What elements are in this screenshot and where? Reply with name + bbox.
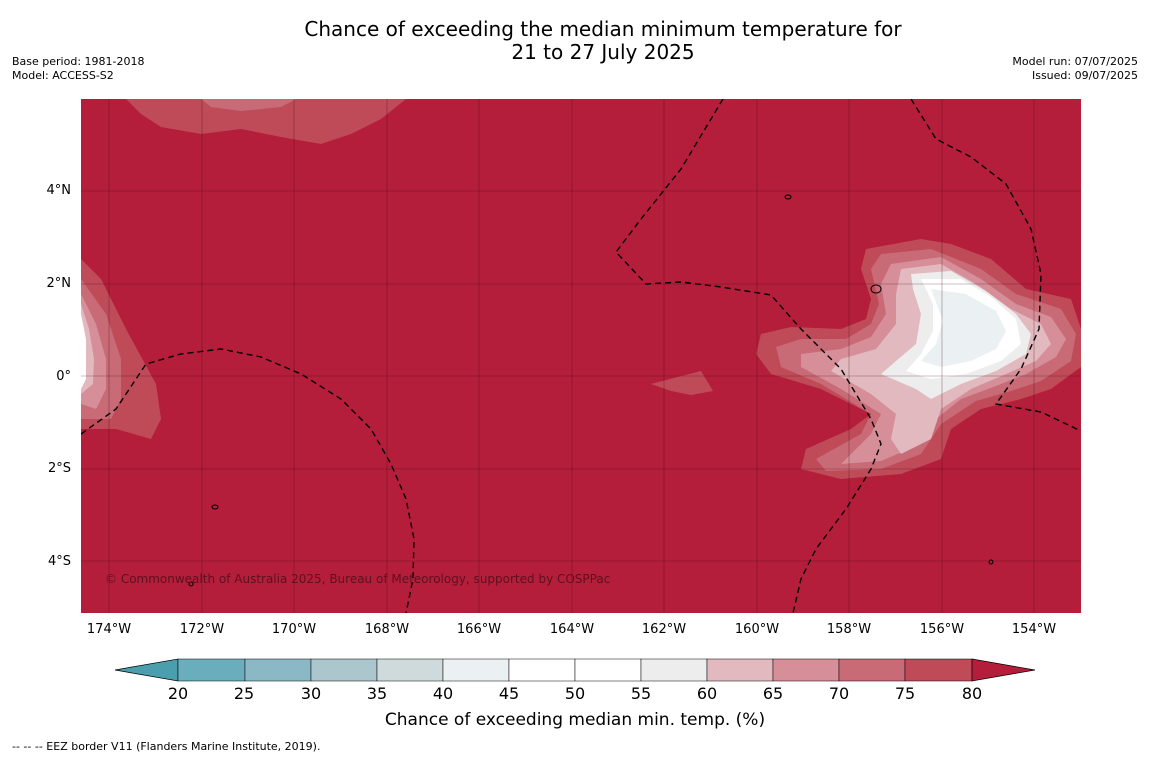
colorbar-segment — [376, 658, 444, 682]
graticule — [81, 99, 1081, 613]
island — [211, 504, 219, 510]
colorbar-segment — [838, 658, 906, 682]
lon-label: 156°W — [919, 622, 965, 637]
eez-center — [615, 99, 882, 613]
colorbar-tick: 55 — [630, 684, 652, 703]
eez-left — [81, 348, 415, 613]
colorbar-segment — [177, 658, 246, 682]
colorbar-tick: 45 — [498, 684, 520, 703]
lat-label: 2°S — [47, 461, 71, 476]
colorbar-segments — [177, 658, 973, 682]
lat-label: 4°N — [46, 183, 72, 198]
issued-date: Issued: 09/07/2025 — [1031, 69, 1138, 82]
colorbar-tick: 75 — [894, 684, 916, 703]
contour-top-patch — [126, 99, 406, 144]
island — [784, 194, 792, 200]
map-canvas — [81, 99, 1081, 613]
copyright-credit: © Commonwealth of Australia 2025, Bureau… — [105, 572, 611, 586]
colorbar-tick: 25 — [233, 684, 255, 703]
eez-right — [910, 99, 1081, 432]
colorbar-tick: 60 — [696, 684, 718, 703]
island — [188, 581, 194, 587]
colorbar-segment — [640, 658, 708, 682]
colorbar-high-triangle — [971, 658, 1036, 682]
contour-top-inner — [201, 99, 296, 111]
eez-borders — [81, 99, 1081, 613]
colorbar-segment — [442, 658, 510, 682]
lon-label: 168°W — [364, 622, 410, 637]
colorbar-tick: 80 — [961, 684, 983, 703]
map-title: Chance of exceeding the median minimum t… — [0, 18, 1150, 64]
colorbar-segment — [244, 658, 312, 682]
contour-small-patch — [651, 371, 713, 395]
colorbar-segment — [772, 658, 840, 682]
lon-label: 164°W — [549, 622, 595, 637]
colorbar-tick: 50 — [564, 684, 586, 703]
island — [870, 284, 882, 294]
colorbar-tick: 30 — [300, 684, 322, 703]
meta-right: Model run: 07/07/2025 Issued: 09/07/2025 — [1012, 55, 1138, 83]
lon-label: 170°W — [271, 622, 317, 637]
title-line-2: 21 to 27 July 2025 — [511, 40, 695, 64]
lon-label: 172°W — [179, 622, 225, 637]
model-run: Model run: 07/07/2025 — [1012, 55, 1138, 68]
lon-label: 154°W — [1011, 622, 1057, 637]
colorbar-segment — [904, 658, 973, 682]
colorbar-tick: 20 — [167, 684, 189, 703]
colorbar — [114, 658, 1036, 682]
lat-label: 2°N — [46, 276, 72, 291]
contour-left-50 — [81, 314, 86, 389]
island — [988, 559, 994, 565]
colorbar-segment — [508, 658, 576, 682]
lon-label: 158°W — [826, 622, 872, 637]
lon-label: 160°W — [734, 622, 780, 637]
title-line-1: Chance of exceeding the median minimum t… — [304, 17, 902, 41]
lat-label: 4°S — [47, 554, 71, 569]
lon-label: 166°W — [456, 622, 502, 637]
colorbar-tick: 35 — [366, 684, 388, 703]
colorbar-tick: 40 — [432, 684, 454, 703]
colorbar-segment — [310, 658, 378, 682]
base-period: Base period: 1981-2018 — [12, 55, 145, 68]
colorbar-tick: 70 — [828, 684, 850, 703]
lon-label: 174°W — [86, 622, 132, 637]
eez-note: -- -- -- EEZ border V11 (Flanders Marine… — [12, 740, 321, 753]
meta-left: Base period: 1981-2018 Model: ACCESS-S2 — [12, 55, 144, 83]
lon-label: 162°W — [641, 622, 687, 637]
colorbar-segment — [574, 658, 642, 682]
colorbar-tick: 65 — [762, 684, 784, 703]
islands — [188, 194, 994, 587]
colorbar-low-triangle — [114, 658, 179, 682]
model-name: Model: ACCESS-S2 — [12, 69, 114, 82]
colorbar-segment — [706, 658, 774, 682]
lat-label: 0° — [56, 369, 71, 384]
colorbar-label: Chance of exceeding median min. temp. (%… — [384, 710, 766, 730]
